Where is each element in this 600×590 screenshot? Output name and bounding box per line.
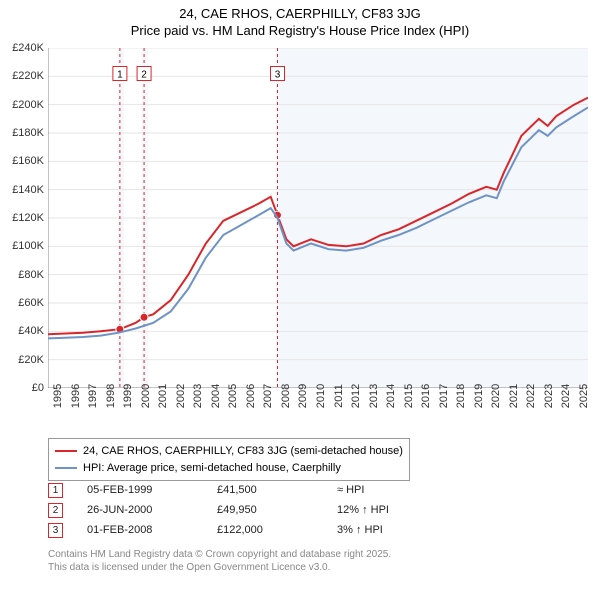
legend-swatch (55, 450, 77, 452)
chart-svg: 1 2 3 (48, 48, 588, 388)
y-tick-label: £60K (18, 297, 44, 309)
x-tick-label: 2022 (525, 384, 537, 408)
title-line-2: Price paid vs. HM Land Registry's House … (0, 23, 600, 40)
y-tick-label: £220K (12, 70, 44, 82)
footer-line-2: This data is licensed under the Open Gov… (48, 561, 391, 574)
x-tick-label: 2002 (175, 384, 187, 408)
x-tick-label: 1997 (87, 384, 99, 408)
x-tick-label: 1996 (70, 384, 82, 408)
y-tick-label: £200K (12, 99, 44, 111)
marker-delta: 3% ↑ HPI (337, 524, 457, 536)
x-tick-label: 2025 (578, 384, 590, 408)
x-tick-label: 2004 (210, 384, 222, 408)
y-tick-label: £120K (12, 212, 44, 224)
x-tick-label: 2011 (333, 384, 345, 408)
x-tick-label: 2015 (403, 384, 415, 408)
x-tick-label: 2014 (385, 384, 397, 408)
x-tick-label: 2024 (560, 384, 572, 408)
x-tick-label: 2005 (227, 384, 239, 408)
x-tick-label: 2013 (368, 384, 380, 408)
legend-label: HPI: Average price, semi-detached house,… (83, 460, 341, 477)
marker-id-box: 1 (48, 483, 63, 498)
x-tick-label: 1999 (122, 384, 134, 408)
x-tick-label: 2021 (508, 384, 520, 408)
marker-price: £41,500 (217, 484, 337, 496)
marker-date: 05-FEB-1999 (87, 484, 217, 496)
marker-delta: ≈ HPI (337, 484, 457, 496)
x-tick-label: 2007 (262, 384, 274, 408)
x-tick-label: 2003 (192, 384, 204, 408)
y-tick-label: £100K (12, 240, 44, 252)
x-tick-label: 2001 (157, 384, 169, 408)
chart-container: 24, CAE RHOS, CAERPHILLY, CF83 3JG Price… (0, 0, 600, 590)
marker-date: 01-FEB-2008 (87, 524, 217, 536)
y-tick-label: £80K (18, 269, 44, 281)
x-tick-label: 2012 (350, 384, 362, 408)
marker-price: £49,950 (217, 504, 337, 516)
x-tick-label: 1995 (52, 384, 64, 408)
x-tick-label: 2010 (315, 384, 327, 408)
marker-table-row: 1 05-FEB-1999£41,500≈ HPI (48, 480, 457, 500)
legend-item: 24, CAE RHOS, CAERPHILLY, CF83 3JG (semi… (55, 443, 403, 460)
marker-date: 26-JUN-2000 (87, 504, 217, 516)
y-tick-label: £0 (32, 382, 44, 394)
x-tick-label: 2000 (140, 384, 152, 408)
x-tick-label: 2018 (455, 384, 467, 408)
y-axis-labels: £0£20K£40K£60K£80K£100K£120K£140K£160K£1… (0, 48, 46, 388)
x-tick-label: 2023 (543, 384, 555, 408)
legend-label: 24, CAE RHOS, CAERPHILLY, CF83 3JG (semi… (83, 443, 403, 460)
y-tick-label: £240K (12, 42, 44, 54)
series-marker-point (140, 313, 148, 321)
legend-item: HPI: Average price, semi-detached house,… (55, 460, 403, 477)
marker-table-row: 3 01-FEB-2008£122,0003% ↑ HPI (48, 520, 457, 540)
marker-table-row: 2 26-JUN-2000£49,95012% ↑ HPI (48, 500, 457, 520)
marker-price: £122,000 (217, 524, 337, 536)
chart-plot-area: 1 2 3 (48, 48, 588, 388)
footer-attribution: Contains HM Land Registry data © Crown c… (48, 548, 391, 574)
y-tick-label: £160K (12, 155, 44, 167)
title-line-1: 24, CAE RHOS, CAERPHILLY, CF83 3JG (0, 6, 600, 23)
x-tick-label: 2019 (473, 384, 485, 408)
x-tick-label: 2009 (297, 384, 309, 408)
x-axis-labels: 1995199619971998199920002001200220032004… (48, 392, 588, 432)
x-tick-label: 2008 (280, 384, 292, 408)
x-tick-label: 2020 (490, 384, 502, 408)
chart-title: 24, CAE RHOS, CAERPHILLY, CF83 3JG Price… (0, 0, 600, 40)
marker-label-text: 2 (141, 70, 147, 81)
x-tick-label: 2016 (420, 384, 432, 408)
marker-delta: 12% ↑ HPI (337, 504, 457, 516)
legend-swatch (55, 467, 77, 469)
legend: 24, CAE RHOS, CAERPHILLY, CF83 3JG (semi… (48, 438, 410, 481)
x-tick-label: 2006 (245, 384, 257, 408)
marker-label-text: 3 (275, 70, 281, 81)
footer-line-1: Contains HM Land Registry data © Crown c… (48, 548, 391, 561)
marker-label-text: 1 (117, 70, 123, 81)
y-tick-label: £140K (12, 184, 44, 196)
y-tick-label: £180K (12, 127, 44, 139)
y-tick-label: £40K (18, 325, 44, 337)
marker-id-box: 3 (48, 523, 63, 538)
x-tick-label: 1998 (105, 384, 117, 408)
x-tick-label: 2017 (438, 384, 450, 408)
y-tick-label: £20K (18, 354, 44, 366)
marker-id-box: 2 (48, 503, 63, 518)
markers-table: 1 05-FEB-1999£41,500≈ HPI 2 26-JUN-2000£49,… (48, 480, 457, 540)
